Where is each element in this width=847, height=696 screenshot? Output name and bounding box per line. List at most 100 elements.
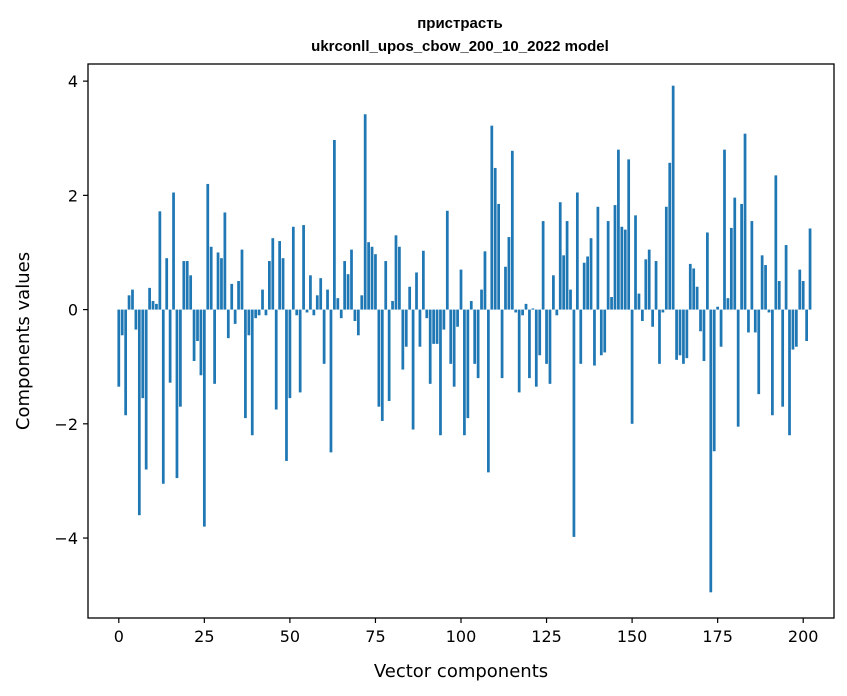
bar-153 <box>641 309 644 322</box>
bar-107 <box>483 251 487 310</box>
bar-10 <box>151 301 155 310</box>
bar-110 <box>493 167 497 310</box>
bar-83 <box>401 309 405 370</box>
bar-84 <box>404 309 408 347</box>
bar-106 <box>480 289 483 310</box>
bar-137 <box>586 256 589 310</box>
bar-64 <box>336 298 340 310</box>
bar-94 <box>439 309 442 436</box>
y-tick-label: −4 <box>54 529 78 548</box>
y-tick-label: 0 <box>68 301 78 320</box>
bar-156 <box>651 309 654 327</box>
x-tick-label: 0 <box>114 627 124 646</box>
bar-7 <box>141 309 145 399</box>
bar-97 <box>449 309 453 364</box>
bar-18 <box>179 309 182 407</box>
bar-175 <box>716 306 720 310</box>
bar-181 <box>736 309 740 427</box>
bar-170 <box>699 309 702 332</box>
bar-128 <box>555 309 559 316</box>
bar-81 <box>394 235 398 310</box>
bar-161 <box>668 162 672 310</box>
bar-20 <box>185 261 189 310</box>
bar-22 <box>192 309 196 361</box>
bar-135 <box>579 309 583 364</box>
bar-61 <box>326 289 329 310</box>
bar-57 <box>312 309 316 316</box>
bar-15 <box>168 309 172 383</box>
bar-71 <box>360 295 364 310</box>
bar-144 <box>610 297 613 310</box>
bar-56 <box>309 275 312 310</box>
bar-121 <box>531 308 535 310</box>
bar-55 <box>305 309 309 313</box>
bar-9 <box>148 287 151 310</box>
bar-120 <box>528 309 531 379</box>
bar-31 <box>223 212 227 310</box>
bar-148 <box>623 229 627 310</box>
bar-58 <box>315 295 319 310</box>
bar-112 <box>500 309 504 379</box>
y-axis-ticks: −4 −2 0 2 4 <box>54 72 88 548</box>
bar-0 <box>117 309 121 387</box>
bar-76 <box>377 309 381 407</box>
bar-92 <box>432 309 435 344</box>
bar-201 <box>805 309 808 341</box>
bar-196 <box>788 309 791 436</box>
bar-108 <box>487 309 490 473</box>
bar-38 <box>247 309 251 336</box>
bar-26 <box>206 183 210 310</box>
bar-122 <box>534 309 538 387</box>
bar-105 <box>476 309 480 379</box>
bar-176 <box>719 309 723 347</box>
x-tick-label: 50 <box>280 627 300 646</box>
bar-187 <box>757 309 761 395</box>
bar-91 <box>428 309 432 384</box>
bar-190 <box>767 309 771 313</box>
x-tick-label: 125 <box>531 627 562 646</box>
bar-158 <box>658 309 661 364</box>
bar-164 <box>678 309 682 356</box>
bar-96 <box>445 210 449 310</box>
bar-141 <box>599 309 603 356</box>
bar-150 <box>630 309 634 424</box>
bar-54 <box>302 225 305 310</box>
bar-185 <box>750 221 754 310</box>
bar-111 <box>497 203 501 310</box>
bar-51 <box>291 226 295 310</box>
bar-179 <box>729 227 733 310</box>
bar-2 <box>124 309 128 416</box>
bar-147 <box>620 226 624 310</box>
bar-6 <box>137 309 141 516</box>
bar-123 <box>538 309 542 356</box>
bar-41 <box>257 309 261 316</box>
bar-5 <box>134 309 138 330</box>
bar-103 <box>469 301 473 310</box>
x-tick-label: 75 <box>365 627 385 646</box>
bar-194 <box>781 309 785 407</box>
bar-167 <box>688 263 692 310</box>
bar-139 <box>593 309 596 366</box>
bar-115 <box>510 150 514 310</box>
x-tick-label: 200 <box>788 627 819 646</box>
bar-19 <box>182 261 186 310</box>
bar-195 <box>784 245 788 310</box>
bar-43 <box>264 309 268 316</box>
bar-99 <box>456 309 459 327</box>
x-axis-ticks: 0 25 50 75 100 125 150 175 200 <box>114 618 819 646</box>
bar-29 <box>216 252 220 310</box>
bar-23 <box>196 309 199 341</box>
bar-32 <box>226 309 230 339</box>
bar-14 <box>165 258 169 310</box>
bar-100 <box>459 269 463 310</box>
bar-117 <box>517 309 521 393</box>
bar-126 <box>548 309 552 384</box>
bar-151 <box>634 215 637 310</box>
x-tick-label: 150 <box>617 627 648 646</box>
bar-27 <box>209 246 213 310</box>
bar-49 <box>285 309 288 461</box>
bar-77 <box>380 309 384 421</box>
bar-146 <box>617 149 620 310</box>
bar-192 <box>774 175 778 310</box>
bar-162 <box>671 85 675 310</box>
